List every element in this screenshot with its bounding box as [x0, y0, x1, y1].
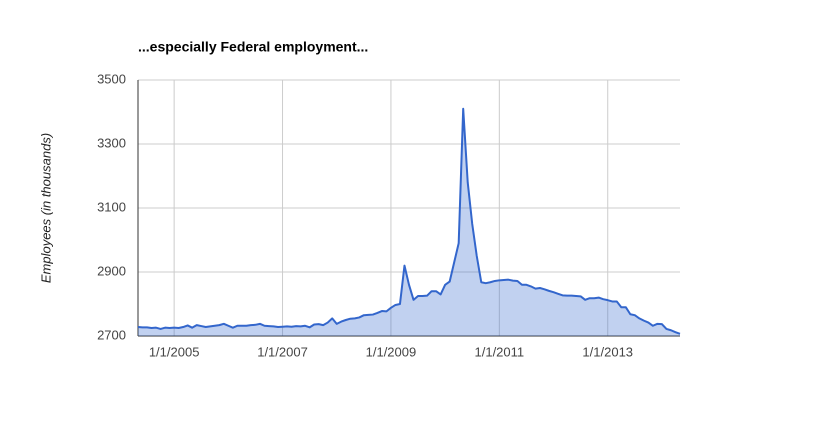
line [137, 107, 681, 335]
y-tick-label: 2700 [97, 327, 126, 342]
area [138, 108, 680, 336]
chart-title: ...especially Federal employment... [138, 39, 368, 55]
x-tick-label: 1/1/2011 [475, 344, 525, 359]
y-axis-title: Employees (in thousands) [38, 133, 53, 283]
x-tick-label: 1/1/2013 [582, 344, 633, 359]
y-tick-label: 3100 [97, 199, 126, 214]
x-tick-label: 1/1/2009 [366, 344, 417, 359]
y-tick-label: 2900 [97, 263, 126, 278]
x-tick-label: 1/1/2005 [149, 344, 200, 359]
y-tick-label: 3500 [97, 71, 126, 86]
x-tick-label: 1/1/2007 [257, 344, 308, 359]
y-tick-label: 3300 [97, 135, 126, 150]
